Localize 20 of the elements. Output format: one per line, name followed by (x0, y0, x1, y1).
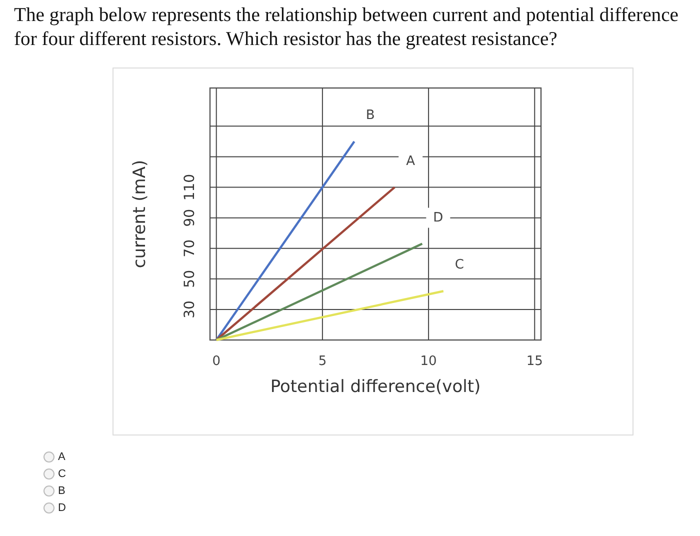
chart-title: The graph below represents the relationship between current and potential difference for four different resistors. Which resistor has the greatest resistance? (14, 4, 680, 52)
text: C (58, 468, 66, 480)
x-tick-label: 0 (212, 354, 221, 369)
x-tick-label: 10 (420, 354, 437, 369)
text: D (58, 502, 66, 514)
text: A (58, 451, 66, 463)
y-tick-label: 30 (182, 300, 198, 318)
x-axis-title: Potential difference(volt) (270, 377, 481, 397)
y-tick-label: 70 (182, 239, 198, 258)
y-tick-label: 110 (182, 174, 198, 201)
series-label: A (406, 154, 416, 169)
series-label: B (366, 108, 375, 123)
y-tick-label: 50 (182, 270, 198, 288)
x-tick-label: 5 (318, 354, 327, 369)
series-label: D (433, 210, 444, 226)
series-label: C (454, 258, 464, 273)
text: B (58, 485, 66, 497)
x-tick-label: 15 (526, 354, 543, 369)
y-tick-label: 90 (182, 208, 198, 227)
y-axis-title: current (mA) (130, 160, 150, 268)
